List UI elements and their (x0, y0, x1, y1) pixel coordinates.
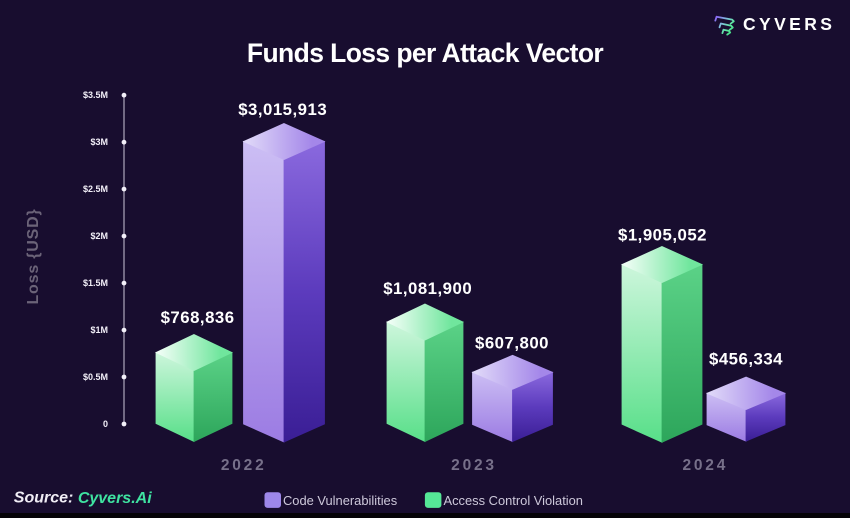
svg-text:$2M: $2M (90, 231, 108, 241)
svg-text:$607,800: $607,800 (475, 334, 549, 353)
svg-text:Source: Cyvers.Ai: Source: Cyvers.Ai (14, 490, 152, 507)
svg-text:$1,081,900: $1,081,900 (383, 279, 472, 298)
svg-text:$1.5M: $1.5M (83, 278, 108, 288)
svg-text:2023: 2023 (451, 457, 497, 474)
svg-text:Funds Loss per Attack Vector: Funds Loss per Attack Vector (247, 38, 604, 68)
svg-text:$3M: $3M (90, 137, 108, 147)
svg-text:$3,015,913: $3,015,913 (238, 100, 327, 119)
svg-text:$0.5M: $0.5M (83, 372, 108, 382)
svg-text:Access Control Violation: Access Control Violation (444, 493, 583, 508)
svg-text:2024: 2024 (682, 457, 728, 474)
svg-text:$768,836: $768,836 (161, 308, 235, 327)
svg-text:Loss {USD}: Loss {USD} (25, 208, 42, 304)
svg-text:0: 0 (103, 419, 108, 429)
svg-text:CYVERS: CYVERS (743, 14, 835, 34)
svg-text:2022: 2022 (221, 457, 267, 474)
svg-text:$2.5M: $2.5M (83, 184, 108, 194)
svg-text:Code Vulnerabilities: Code Vulnerabilities (283, 493, 397, 508)
svg-text:$3.5M: $3.5M (83, 90, 108, 100)
svg-text:$456,334: $456,334 (709, 349, 783, 368)
svg-text:$1,905,052: $1,905,052 (618, 225, 707, 244)
svg-text:$1M: $1M (90, 325, 108, 335)
